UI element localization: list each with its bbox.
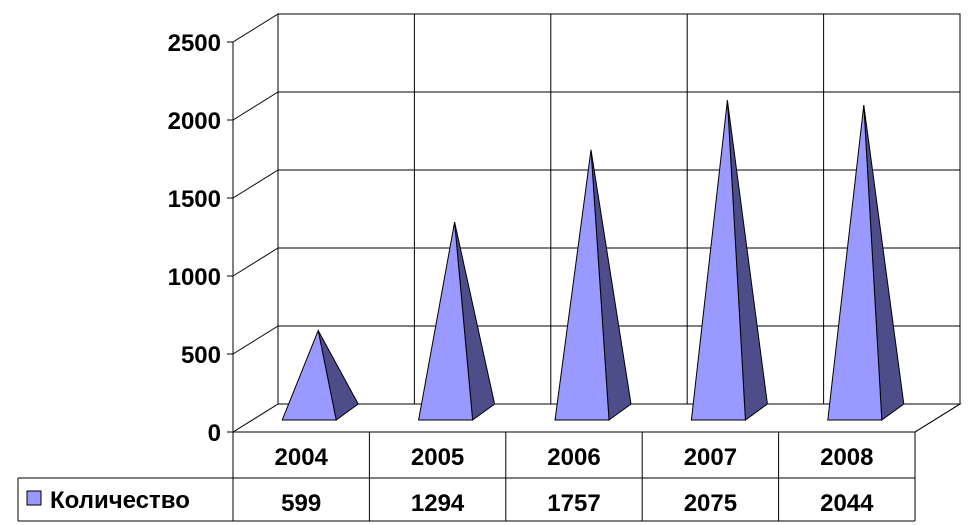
x-category-label: 2006 [547,444,600,471]
pyramid-bar [827,105,905,421]
data-value-label: 2075 [684,490,737,517]
x-category-label: 2007 [684,444,737,471]
y-tick-label: 500 [181,342,221,369]
pyramid-bar [554,149,632,421]
chart-bars [281,100,905,421]
pyramid-front-face [554,149,610,421]
side-gridline [232,325,279,355]
pyramid-bar [281,328,359,421]
pyramid-front-face [690,100,746,421]
pyramid-front-face [827,105,883,421]
y-tick-label: 2000 [168,108,221,135]
side-wall [232,13,279,433]
legend-series-name: Количество [50,487,190,514]
side-gridline [232,91,279,121]
x-category-label: 2004 [275,444,329,471]
y-tick-label: 2500 [168,30,221,57]
side-gridline [232,169,279,199]
floor-edge [914,403,961,433]
data-value-label: 2044 [820,490,874,517]
y-axis-ticks: 0 500 1000 1500 2000 2500 [168,30,234,447]
side-gridline [232,247,279,277]
data-value-label: 1757 [547,490,600,517]
y-tick-label: 0 [208,420,221,447]
pyramid-front-face [418,222,474,421]
pyramid-bar [690,100,768,421]
data-table: Количество 2004 599 2005 1294 2006 1757 2007 207… [17,403,961,522]
x-category-label: 2008 [820,444,873,471]
legend-key-swatch [26,490,42,506]
data-value-label: 599 [281,490,321,517]
x-category-label: 2005 [411,444,464,471]
y-tick-label: 1000 [168,264,221,291]
y-tick-label: 1500 [168,186,221,213]
data-value-label: 1294 [411,490,465,517]
pyramid-front-face [281,328,337,421]
pyramid-bar [418,222,496,421]
